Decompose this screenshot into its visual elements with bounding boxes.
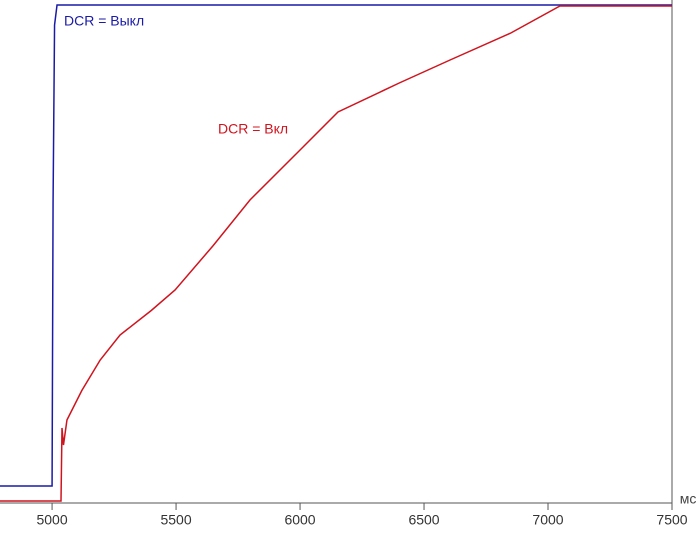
series-label: DCR = Вкл: [218, 121, 288, 137]
x-unit: мс: [680, 491, 697, 507]
x-tick-label: 7500: [656, 512, 687, 528]
x-tick-label: 6500: [408, 512, 439, 528]
x-tick-label: 6000: [284, 512, 315, 528]
x-tick-label: 5500: [160, 512, 191, 528]
x-tick-label: 5000: [36, 512, 67, 528]
x-tick-label: 7000: [532, 512, 563, 528]
series-label: DCR = Выкл: [64, 13, 144, 29]
data-line: [0, 5, 672, 502]
data-line: [0, 4, 672, 487]
